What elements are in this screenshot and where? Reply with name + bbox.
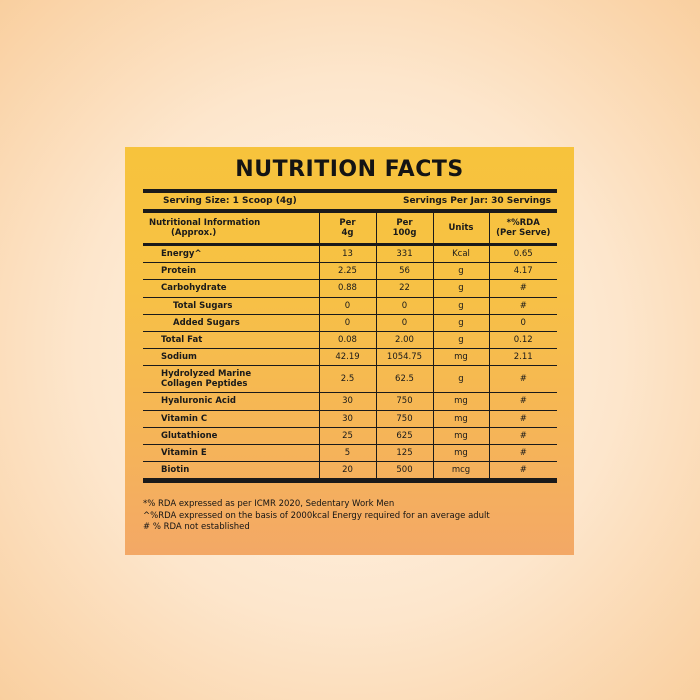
- value-per-4g: 30: [318, 392, 377, 411]
- value-rda: #: [488, 426, 557, 445]
- table-row: Vitamin C 30 750 mg #: [143, 409, 557, 428]
- value-per-100g: 125: [375, 443, 434, 463]
- value-rda: 0: [488, 313, 557, 332]
- table-row: Total Sugars 0 0 g #: [143, 296, 557, 315]
- top-rule: [143, 189, 557, 193]
- value-per-4g: 25: [318, 426, 377, 445]
- value-rda: 2.11: [488, 348, 557, 367]
- table-row: Hyaluronic Acid 30 750 mg #: [143, 392, 557, 411]
- table-row: Hydrolyzed Marine Collagen Peptides 2.5 …: [143, 365, 557, 394]
- value-per-100g: 1054.75: [375, 348, 434, 367]
- value-per-100g: 56: [375, 262, 434, 281]
- value-unit: g: [432, 330, 490, 350]
- value-unit: g: [432, 279, 490, 298]
- nutrient-name: Vitamin E: [143, 443, 320, 463]
- value-rda: #: [488, 461, 557, 480]
- value-unit: mg: [432, 348, 490, 367]
- value-rda: #: [488, 365, 557, 394]
- nutrient-name: Protein: [143, 262, 320, 281]
- value-unit: g: [432, 313, 490, 332]
- value-rda: #: [488, 279, 557, 298]
- value-rda: 0.65: [488, 242, 557, 264]
- header-nutritional-information: Nutritional Information (Approx.): [143, 213, 320, 245]
- value-per-4g: 0.88: [318, 279, 377, 298]
- value-per-4g: 30: [318, 409, 377, 428]
- table-row: Glutathione 25 625 mg #: [143, 426, 557, 445]
- table-row: Protein 2.25 56 g 4.17: [143, 262, 557, 281]
- value-per-100g: 0: [375, 313, 434, 332]
- value-per-4g: 0.08: [318, 330, 377, 350]
- value-per-4g: 5: [318, 443, 377, 463]
- table-row: Energy^ 13 331 Kcal 0.65: [143, 242, 557, 264]
- nutrient-name: Glutathione: [143, 426, 320, 445]
- table-row: Added Sugars 0 0 g 0: [143, 313, 557, 332]
- serving-rule: [143, 209, 557, 213]
- value-per-4g: 0: [318, 296, 377, 315]
- header-units: Units: [432, 213, 490, 245]
- value-unit: mg: [432, 409, 490, 428]
- header-rda: *%RDA (Per Serve): [488, 213, 557, 245]
- panel-title: NUTRITION FACTS: [235, 157, 464, 182]
- header-per-4g: Per 4g: [318, 213, 377, 245]
- nutrient-name: Biotin: [143, 461, 320, 480]
- value-per-100g: 625: [375, 426, 434, 445]
- value-unit: mg: [432, 392, 490, 411]
- bottom-rule: [143, 479, 557, 484]
- table-row: Total Fat 0.08 2.00 g 0.12: [143, 330, 557, 350]
- value-per-100g: 22: [375, 279, 434, 298]
- footnote-rda-icmr: *% RDA expressed as per ICMR 2020, Seden…: [143, 499, 395, 509]
- value-per-100g: 2.00: [375, 330, 434, 350]
- table-header-row: Nutritional Information (Approx.) Per 4g…: [143, 213, 557, 245]
- nutrition-table: Nutritional Information (Approx.) Per 4g…: [143, 213, 557, 480]
- footnote-rda-not-established: # % RDA not established: [143, 522, 250, 532]
- nutrient-name: Hydrolyzed Marine Collagen Peptides: [143, 365, 320, 394]
- value-per-100g: 62.5: [375, 365, 434, 394]
- serving-size: Serving Size: 1 Scoop (4g): [163, 196, 297, 206]
- value-unit: mg: [432, 426, 490, 445]
- value-rda: #: [488, 392, 557, 411]
- value-rda: #: [488, 409, 557, 428]
- footnote-rda-energy: ^%RDA expressed on the basis of 2000kcal…: [143, 510, 490, 521]
- value-per-100g: 750: [375, 409, 434, 428]
- value-per-4g: 2.5: [318, 365, 377, 394]
- value-rda: 4.17: [488, 262, 557, 281]
- value-unit: g: [432, 365, 490, 394]
- value-per-4g: 13: [318, 242, 377, 264]
- nutrition-table-wrap: Serving Size: 1 Scoop (4g) Servings Per …: [143, 189, 557, 484]
- value-rda: #: [488, 443, 557, 463]
- value-per-4g: 20: [318, 461, 377, 480]
- value-per-100g: 750: [375, 392, 434, 411]
- value-unit: Kcal: [432, 242, 490, 264]
- nutrition-facts-panel: NUTRITION FACTS Serving Size: 1 Scoop (4…: [125, 147, 574, 555]
- value-unit: mcg: [432, 461, 490, 480]
- serving-info-row: Serving Size: 1 Scoop (4g) Servings Per …: [143, 193, 557, 209]
- value-unit: mg: [432, 443, 490, 463]
- value-per-4g: 42.19: [318, 348, 377, 367]
- servings-per-jar: Servings Per Jar: 30 Servings: [402, 196, 551, 206]
- value-rda: #: [488, 296, 557, 315]
- value-per-100g: 500: [375, 461, 434, 480]
- value-per-4g: 0: [318, 313, 377, 332]
- value-unit: g: [432, 262, 490, 281]
- header-per-100g: Per 100g: [375, 213, 434, 245]
- nutrient-name: Total Sugars: [143, 296, 320, 315]
- footnotes: *% RDA expressed as per ICMR 2020, Seden…: [143, 499, 557, 534]
- nutrient-name: Hyaluronic Acid: [143, 392, 320, 411]
- value-rda: 0.12: [488, 330, 557, 350]
- value-per-100g: 0: [375, 296, 434, 315]
- nutrient-name: Vitamin C: [143, 409, 320, 428]
- value-per-4g: 2.25: [318, 262, 377, 281]
- table-row: Biotin 20 500 mcg #: [143, 461, 557, 480]
- nutrient-name: Sodium: [143, 348, 320, 367]
- table-row: Sodium 42.19 1054.75 mg 2.11: [143, 348, 557, 367]
- table-row: Vitamin E 5 125 mg #: [143, 443, 557, 463]
- nutrient-name: Total Fat: [143, 330, 320, 350]
- table-row: Carbohydrate 0.88 22 g #: [143, 279, 557, 298]
- nutrient-name: Added Sugars: [143, 313, 320, 332]
- nutrient-name: Carbohydrate: [143, 279, 320, 298]
- value-unit: g: [432, 296, 490, 315]
- nutrient-name: Energy^: [143, 242, 320, 264]
- value-per-100g: 331: [375, 242, 434, 264]
